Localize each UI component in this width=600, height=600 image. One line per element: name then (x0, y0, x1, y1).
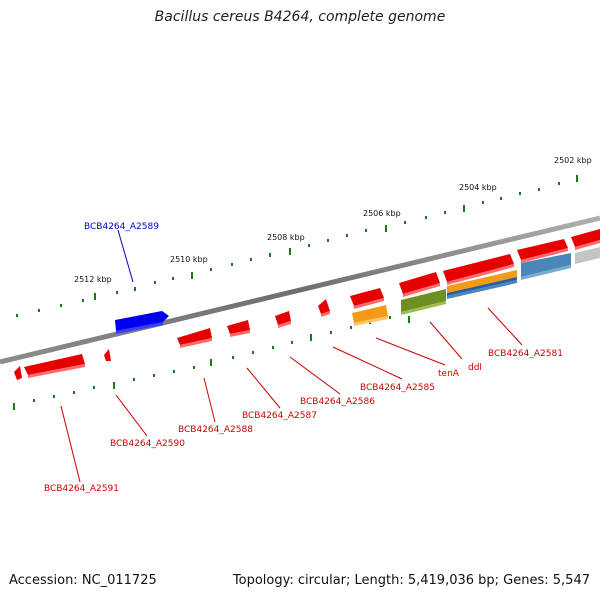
tick-label: 2506 kbp (363, 209, 401, 218)
tick-label: 2510 kbp (170, 255, 208, 264)
callout-lines (60, 229, 523, 483)
tick-label: 2512 kbp (74, 275, 112, 284)
gene-label-bcb4264-a2589[interactable]: BCB4264_A2589 (84, 222, 159, 232)
feature-bars (352, 247, 600, 326)
gene-label-bcb4264-a2586[interactable]: BCB4264_A2586 (300, 397, 375, 407)
upper-tick-ring (16, 175, 578, 317)
gene-block-a2581-region[interactable] (399, 229, 600, 297)
lower-tick-ring (13, 316, 410, 410)
genome-stats-label: Topology: circular; Length: 5,419,036 bp… (232, 573, 590, 588)
accession-label: Accession: NC_011725 (9, 573, 157, 588)
tick-label: 2502 kbp (554, 156, 592, 165)
tick-label: 2504 kbp (459, 183, 497, 192)
gene-bcb4264-a2589[interactable] (115, 311, 169, 334)
gene-label-bcb4264-a2591[interactable]: BCB4264_A2591 (44, 484, 119, 494)
gene-label-bcb4264-a2581[interactable]: BCB4264_A2581 (488, 349, 563, 359)
gene-labels: BCB4264_A2589 BCB4264_A2581 ddl tenA BCB… (44, 222, 563, 494)
map-title: Bacillus cereus B4264, complete genome (154, 9, 446, 25)
gene-label-bcb4264-a2587[interactable]: BCB4264_A2587 (242, 411, 317, 421)
tick-label: 2508 kbp (267, 233, 305, 242)
genome-backbone (0, 215, 600, 365)
gene-label-ddl[interactable]: ddl (468, 363, 482, 373)
tick-labels: 2502 kbp 2504 kbp 2506 kbp 2508 kbp 2510… (74, 156, 592, 284)
gene-label-tena[interactable]: tenA (438, 369, 460, 379)
gene-label-bcb4264-a2585[interactable]: BCB4264_A2585 (360, 383, 435, 393)
gene-label-bcb4264-a2588[interactable]: BCB4264_A2588 (178, 425, 253, 435)
gene-label-bcb4264-a2590[interactable]: BCB4264_A2590 (110, 439, 185, 449)
lower-genes[interactable] (14, 288, 384, 380)
